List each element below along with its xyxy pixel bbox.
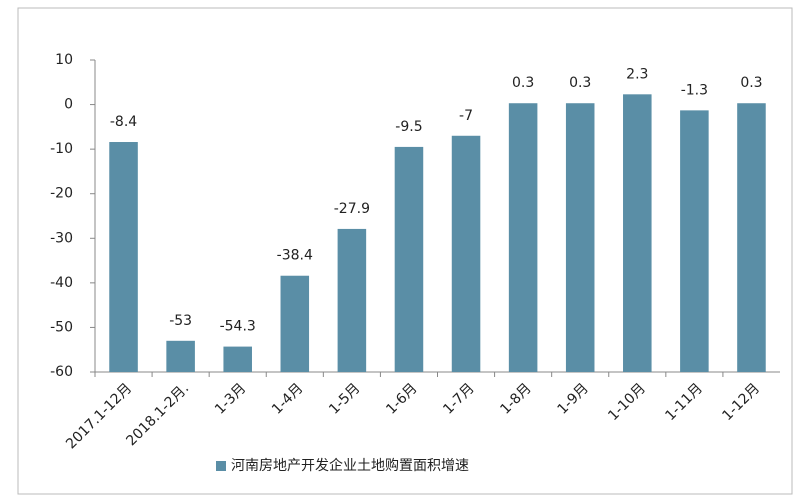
y-tick-label: -50 xyxy=(50,319,73,335)
data-label: -1.3 xyxy=(681,82,708,98)
y-tick-label: -40 xyxy=(50,275,73,291)
data-label: -27.9 xyxy=(334,201,370,217)
data-label: -53 xyxy=(169,313,192,329)
x-tick-label: 1-10月 xyxy=(605,380,649,424)
y-tick-label: 10 xyxy=(55,52,73,68)
y-tick-label: -60 xyxy=(50,364,73,380)
x-tick-label: 1-11月 xyxy=(662,380,706,424)
data-label: -54.3 xyxy=(220,319,256,335)
x-tick-label: 1-5月 xyxy=(326,380,363,417)
x-tick-label: 1-12月 xyxy=(719,380,763,424)
bar xyxy=(737,103,766,372)
bar xyxy=(223,346,252,372)
y-tick-label: -10 xyxy=(50,141,73,157)
x-tick-label: 1-8月 xyxy=(497,380,534,417)
data-label: -7 xyxy=(459,108,473,124)
y-tick-label: -20 xyxy=(50,186,73,202)
data-label: 0.3 xyxy=(512,75,534,91)
chart-border xyxy=(17,7,793,495)
x-tick-label: 1-7月 xyxy=(440,380,477,417)
bar xyxy=(680,110,709,372)
data-label: -38.4 xyxy=(277,248,313,264)
x-tick-label: 1-4月 xyxy=(269,380,306,417)
x-tick-label: 1-6月 xyxy=(383,380,420,417)
y-tick-label: -30 xyxy=(50,230,73,246)
data-label: 2.3 xyxy=(626,66,648,82)
y-tick-label: 0 xyxy=(64,97,73,113)
bar xyxy=(394,146,424,372)
legend-swatch xyxy=(216,461,226,471)
x-tick-label: 2017.1-12月 xyxy=(63,380,135,452)
data-label: 0.3 xyxy=(740,75,762,91)
x-tick-label: 1-9月 xyxy=(554,380,591,417)
bar xyxy=(508,103,538,372)
bar xyxy=(337,228,367,372)
x-tick-label: 1-3月 xyxy=(212,380,249,417)
bar xyxy=(565,103,595,372)
data-label: 0.3 xyxy=(569,75,591,91)
bar xyxy=(166,340,195,372)
legend-label: 河南房地产开发企业土地购置面积增速 xyxy=(231,457,469,474)
bar xyxy=(623,94,652,372)
bar xyxy=(451,135,481,372)
data-label: -8.4 xyxy=(110,114,137,130)
bar xyxy=(280,275,310,372)
data-label: -9.5 xyxy=(395,119,422,135)
bar xyxy=(109,142,138,372)
